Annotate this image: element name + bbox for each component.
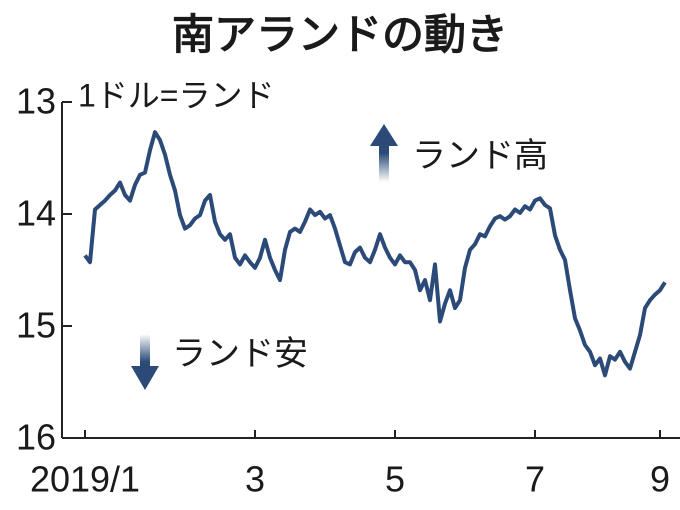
up-arrow: [370, 124, 398, 182]
y-axis-label: 1ドル=ランド: [78, 77, 275, 113]
y-tick-label: 15: [16, 305, 56, 346]
annotation: ランド安: [172, 335, 308, 373]
x-tick-label: 2019/1: [30, 459, 140, 500]
x-tick-label: 5: [385, 459, 405, 500]
x-tick-label: 7: [525, 459, 545, 500]
y-tick-label: 16: [16, 417, 56, 458]
y-tick-label: 13: [16, 81, 56, 122]
x-tick-label: 9: [650, 459, 670, 500]
chart-title: 南アランドの動き: [172, 11, 508, 58]
line-series: [83, 130, 667, 378]
down-arrow: [131, 334, 159, 390]
y-tick-label: 14: [16, 193, 56, 234]
annotation: ランド高: [412, 137, 548, 175]
x-tick-label: 3: [245, 459, 265, 500]
